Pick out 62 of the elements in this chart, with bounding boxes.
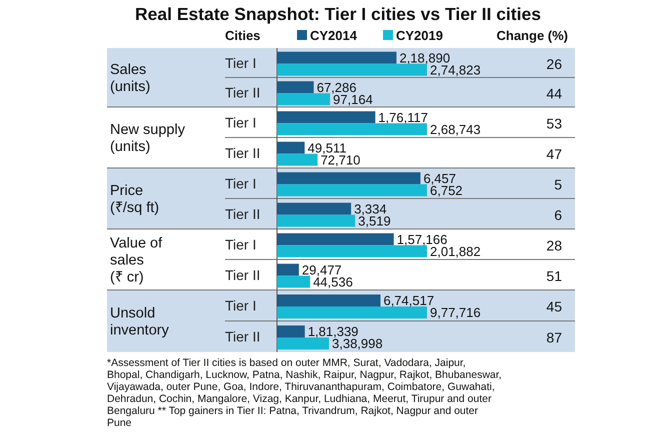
y-tick-label: Tier I bbox=[225, 54, 256, 71]
text: 87 bbox=[546, 330, 562, 346]
y-tick-label: Tier I bbox=[225, 298, 256, 314]
y-tick-label: Tier II bbox=[225, 328, 260, 344]
data-label: 9,77,716 bbox=[430, 305, 481, 320]
text: 28 bbox=[546, 237, 562, 254]
bar bbox=[277, 202, 352, 215]
legend-label: CY2014 bbox=[310, 28, 358, 43]
bar bbox=[277, 294, 380, 306]
bar bbox=[277, 245, 427, 258]
data-label: 2,68,743 bbox=[430, 122, 481, 137]
text: 47 bbox=[546, 146, 562, 162]
y-tick-label: Tier I bbox=[225, 114, 256, 130]
text: 26 bbox=[546, 56, 562, 72]
text: Change (%) bbox=[496, 28, 568, 43]
y-axis-title: Value of sales (₹ cr) bbox=[110, 236, 164, 286]
data-label: 3,38,998 bbox=[332, 336, 383, 351]
data-label: 1,81,339 bbox=[308, 324, 358, 339]
data-label: 6,457 bbox=[423, 170, 456, 186]
bar bbox=[277, 52, 396, 64]
text: 51 bbox=[546, 268, 562, 284]
bar bbox=[277, 214, 356, 227]
bar bbox=[277, 154, 318, 166]
bar bbox=[277, 81, 314, 94]
text: 6 bbox=[554, 206, 562, 223]
data-label: 6,74,517 bbox=[383, 293, 434, 308]
bar bbox=[277, 142, 305, 154]
bar bbox=[277, 93, 330, 106]
y-axis-title: New supply (units) bbox=[110, 122, 186, 155]
bar bbox=[277, 326, 305, 338]
text: 45 bbox=[546, 298, 562, 314]
y-axis-title: Sales (units) bbox=[110, 62, 150, 95]
y-tick-label: Tier II bbox=[225, 144, 260, 161]
y-tick-label: Tier I bbox=[225, 236, 256, 252]
y-tick-label: Tier II bbox=[225, 206, 260, 222]
data-label: 1,76,117 bbox=[378, 110, 428, 125]
bar bbox=[277, 276, 310, 288]
text: 53 bbox=[546, 115, 562, 132]
data-label: 49,511 bbox=[308, 140, 346, 156]
y-tick-label: Tier II bbox=[225, 84, 260, 100]
data-label: 3,334 bbox=[354, 201, 387, 216]
bar bbox=[277, 306, 427, 318]
y-tick-label: Tier II bbox=[225, 266, 260, 283]
y-axis-title: Price (₹/sq ft) bbox=[110, 183, 160, 216]
text: Cities bbox=[225, 28, 260, 43]
y-axis-title: Unsold inventory bbox=[110, 306, 170, 338]
text: *Assessment of Tier II cities is based on outer MMR, Surat, Vadodara, Jaipur, Bhopal, Chandigarh, Lucknow, Patna, Nashik, Raipur, Nagpur, Rajkot, Bhubaneswar, Vijayawada, outer Pune, Goa, Indore, Thiruvananthapuram, Coimbatore, Guwahati, Dehradun, Cochin, Mangalore, Vizag, Kanpur, Ludhiana, Meerut, Tirupur and outer Bengaluru ** Top gainers in Tier II: Patna, Trivandrum, Rajkot, Nagpur and outer Pune bbox=[107, 357, 502, 429]
bar bbox=[277, 233, 394, 246]
y-tick-label: Tier I bbox=[225, 175, 256, 192]
bar bbox=[277, 172, 420, 184]
bar bbox=[277, 264, 299, 276]
legend-label: CY2019 bbox=[396, 28, 443, 43]
bar bbox=[277, 338, 330, 350]
data-label: 29,477 bbox=[302, 262, 342, 278]
bar bbox=[277, 64, 427, 76]
chart-title: Real Estate Snapshot: Tier I cities vs Tier II cities bbox=[135, 4, 542, 24]
data-label: 67,286 bbox=[316, 80, 356, 95]
bar bbox=[277, 111, 376, 124]
bar bbox=[277, 184, 427, 196]
text: 5 bbox=[554, 176, 562, 192]
bar bbox=[277, 123, 427, 136]
text: 44 bbox=[546, 85, 562, 102]
